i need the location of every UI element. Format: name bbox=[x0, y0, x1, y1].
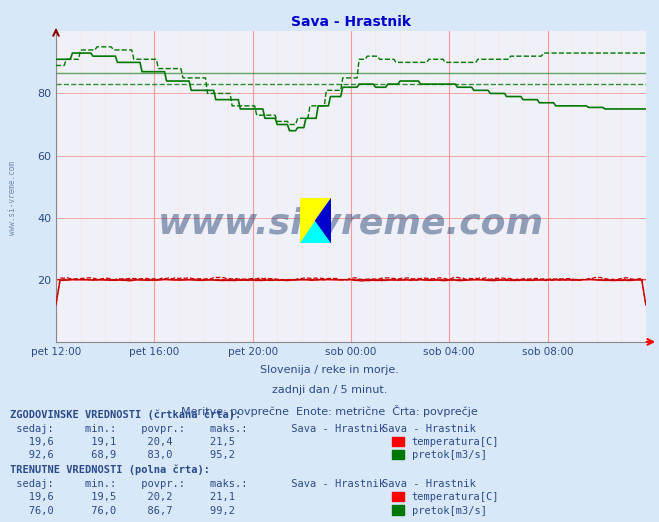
Text: www.si-vreme.com: www.si-vreme.com bbox=[158, 207, 544, 241]
Polygon shape bbox=[316, 198, 331, 243]
Text: temperatura[C]: temperatura[C] bbox=[412, 437, 500, 447]
Text: Slovenija / reke in morje.: Slovenija / reke in morje. bbox=[260, 365, 399, 375]
Text: 19,6      19,1     20,4      21,5: 19,6 19,1 20,4 21,5 bbox=[10, 437, 235, 447]
Text: zadnji dan / 5 minut.: zadnji dan / 5 minut. bbox=[272, 385, 387, 395]
Text: Sava - Hrastnik: Sava - Hrastnik bbox=[382, 424, 476, 434]
Text: Sava - Hrastnik: Sava - Hrastnik bbox=[382, 479, 476, 489]
Text: pretok[m3/s]: pretok[m3/s] bbox=[412, 450, 487, 460]
Text: www.si-vreme.com: www.si-vreme.com bbox=[8, 161, 17, 235]
Text: 92,6      68,9     83,0      95,2: 92,6 68,9 83,0 95,2 bbox=[10, 450, 235, 460]
Polygon shape bbox=[300, 198, 331, 243]
Text: pretok[m3/s]: pretok[m3/s] bbox=[412, 506, 487, 516]
Text: sedaj:     min.:    povpr.:    maks.:       Sava - Hrastnik: sedaj: min.: povpr.: maks.: Sava - Hrast… bbox=[10, 424, 385, 434]
Title: Sava - Hrastnik: Sava - Hrastnik bbox=[291, 15, 411, 29]
Text: 76,0      76,0     86,7      99,2: 76,0 76,0 86,7 99,2 bbox=[10, 506, 235, 516]
Text: ZGODOVINSKE VREDNOSTI (črtkana črta):: ZGODOVINSKE VREDNOSTI (črtkana črta): bbox=[10, 410, 241, 420]
Text: 19,6      19,5     20,2      21,1: 19,6 19,5 20,2 21,1 bbox=[10, 492, 235, 502]
Text: Meritve: povprečne  Enote: metrične  Črta: povprečje: Meritve: povprečne Enote: metrične Črta:… bbox=[181, 405, 478, 417]
Text: TRENUTNE VREDNOSTI (polna črta):: TRENUTNE VREDNOSTI (polna črta): bbox=[10, 465, 210, 475]
Polygon shape bbox=[300, 198, 331, 243]
Text: temperatura[C]: temperatura[C] bbox=[412, 492, 500, 502]
Text: sedaj:     min.:    povpr.:    maks.:       Sava - Hrastnik: sedaj: min.: povpr.: maks.: Sava - Hrast… bbox=[10, 479, 385, 489]
